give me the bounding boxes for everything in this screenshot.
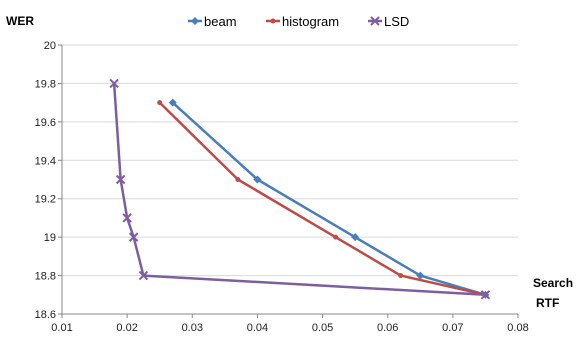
y-tick-label-6: 19.8: [35, 78, 56, 90]
y-axis-title: WER: [6, 14, 34, 28]
y-tick-label-4: 19.4: [35, 155, 56, 167]
point-histogram-0: [157, 100, 163, 106]
x-tick-label-0: 0.01: [51, 322, 72, 334]
point-beam-0: [168, 98, 177, 107]
point-histogram-3: [398, 273, 404, 279]
series-lsd: [109, 78, 491, 300]
legend-label-beam: beam: [204, 14, 237, 29]
x-axis-title-line1: Search: [533, 276, 573, 290]
point-lsd-2: [122, 213, 132, 223]
point-lsd-5: [480, 290, 491, 300]
legend-item-histogram: histogram: [266, 14, 339, 29]
legend-marker-histogram: [270, 18, 276, 24]
y-tick-label-2: 19: [44, 232, 56, 244]
x-tick-label-1: 0.02: [116, 322, 137, 334]
x-tick-label-3: 0.04: [247, 322, 268, 334]
point-beam-2: [351, 233, 360, 242]
series-histogram: [157, 100, 488, 298]
point-beam-1: [253, 175, 262, 184]
axes: [58, 44, 519, 318]
gridlines: [62, 44, 518, 315]
x-tick-label-6: 0.07: [442, 322, 463, 334]
legend-marker-beam: [191, 17, 199, 25]
legend-marker-lsd: [370, 16, 380, 26]
y-tick-label-7: 20: [44, 40, 56, 52]
y-tick-label-0: 18.6: [35, 309, 56, 321]
y-tick-label-1: 18.8: [35, 271, 56, 283]
point-histogram-1: [235, 177, 241, 182]
legend-label-lsd: LSD: [384, 14, 409, 29]
point-lsd-3: [128, 232, 139, 242]
x-tick-label-7: 0.08: [507, 322, 528, 334]
legend-item-lsd: LSD: [368, 14, 409, 29]
tick-labels: 18.6 18.8 19 19.2 19.4 19.6 19.8 20 0.01 0.02 0.03…: [35, 40, 529, 334]
point-lsd-4: [138, 270, 149, 281]
x-tick-label-2: 0.03: [182, 322, 203, 334]
x-tick-label-5: 0.06: [377, 322, 398, 334]
x-tick-label-4: 0.05: [312, 322, 333, 334]
y-tick-label-3: 19.2: [35, 194, 56, 206]
point-lsd-1: [115, 174, 126, 185]
series-layer: [109, 78, 491, 300]
point-beam-3: [416, 271, 425, 280]
series-line-lsd: [112, 83, 486, 297]
y-tick-label-5: 19.6: [35, 117, 56, 129]
point-histogram-2: [333, 234, 339, 240]
legend-item-beam: beam: [188, 14, 237, 29]
legend-label-histogram: histogram: [282, 14, 339, 29]
x-axis-title-line2: RTF: [536, 296, 559, 310]
series-beam: [168, 98, 490, 299]
legend: beam histogram LSD: [188, 14, 409, 29]
point-lsd-0: [109, 78, 119, 89]
